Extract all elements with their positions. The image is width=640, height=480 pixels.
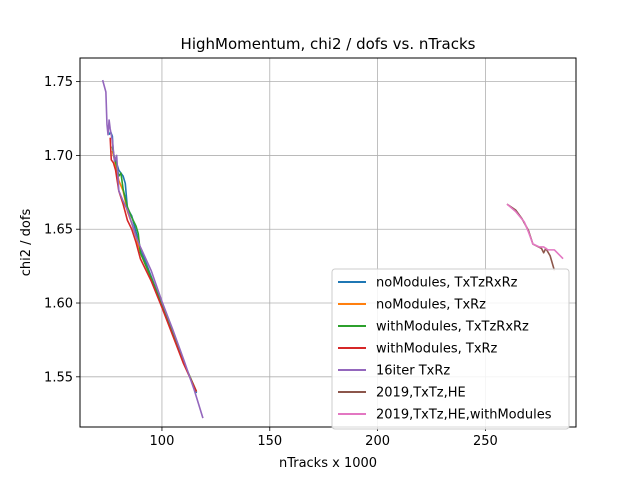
y-axis-label: chi2 / dofs: [19, 209, 34, 277]
legend-box: [331, 268, 570, 430]
legend-label-3: withModules, TxRz: [376, 342, 498, 357]
series-line-6: [506, 203, 564, 260]
legend-label-6: 2019,TxTz,HE,withModules: [376, 408, 552, 423]
y-tick-label: 1.65: [44, 223, 73, 238]
x-tick-label: 100: [150, 434, 175, 449]
legend: noModules, TxTzRxRz noModules, TxRz withMo…: [331, 268, 570, 430]
y-tick-label: 1.75: [44, 75, 73, 90]
y-tick-label: 1.60: [44, 297, 73, 312]
legend-label-1: noModules, TxRz: [376, 298, 486, 313]
legend-label-4: 16iter TxRz: [376, 364, 450, 379]
y-tick-label: 1.55: [44, 370, 73, 385]
series-line-4: [101, 79, 204, 419]
x-axis-label: nTracks x 1000: [279, 456, 377, 471]
series-layer: [101, 79, 564, 419]
chart-title: HighMomentum, chi2 / dofs vs. nTracks: [181, 35, 476, 53]
legend-label-0: noModules, TxTzRxRz: [376, 276, 518, 291]
x-tick-label: 200: [365, 434, 390, 449]
y-tick-label: 1.70: [44, 149, 73, 164]
x-tick-label: 150: [257, 434, 282, 449]
series-line-3: [109, 137, 198, 392]
legend-label-5: 2019,TxTz,HE: [376, 386, 466, 401]
legend-label-2: withModules, TxTzRxRz: [376, 320, 529, 335]
x-tick-label: 250: [473, 434, 498, 449]
series-line-0: [108, 131, 198, 394]
plot-frame: [79, 57, 577, 428]
